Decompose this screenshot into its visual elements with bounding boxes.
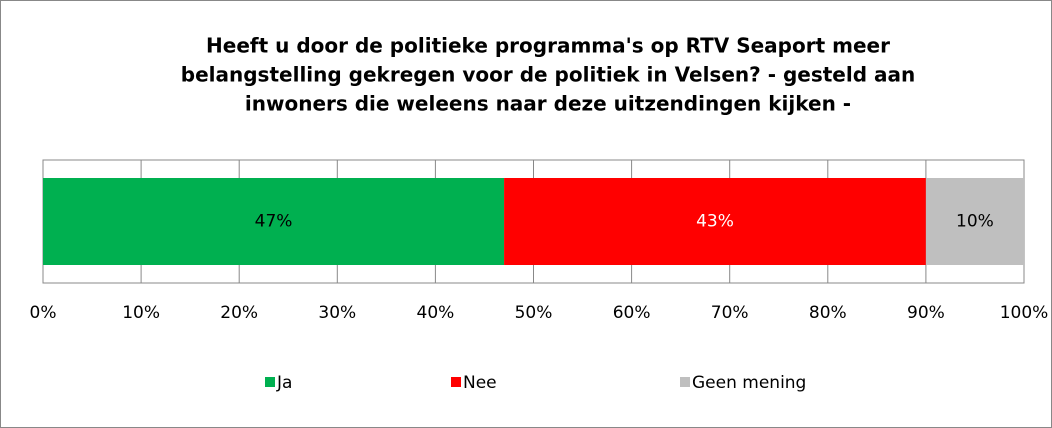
chart-title: belangstelling gekregen voor de politiek… <box>181 63 915 87</box>
x-tick-label: 20% <box>220 303 258 323</box>
legend-swatch <box>265 377 275 387</box>
x-tick-label: 50% <box>515 303 553 323</box>
x-tick-label: 70% <box>711 303 749 323</box>
chart-title: inwoners die weleens naar deze uitzendin… <box>245 92 851 116</box>
legend-label: Nee <box>463 373 497 393</box>
x-tick-label: 80% <box>809 303 847 323</box>
legend-label: Ja <box>276 373 292 393</box>
data-label: 43% <box>696 212 734 232</box>
x-tick-label: 30% <box>318 303 356 323</box>
legend-swatch <box>451 377 461 387</box>
bar-segment <box>504 178 926 265</box>
x-tick-label: 90% <box>907 303 945 323</box>
x-tick-label: 60% <box>613 303 651 323</box>
bar-segment <box>43 178 505 265</box>
x-tick-label: 100% <box>1000 303 1049 323</box>
x-tick-label: 0% <box>30 303 57 323</box>
x-tick-label: 40% <box>417 303 455 323</box>
data-label: 10% <box>956 212 994 232</box>
legend-label: Geen mening <box>692 373 806 393</box>
bar-segment <box>925 178 1024 265</box>
x-tick-label: 10% <box>122 303 160 323</box>
data-label: 47% <box>255 212 293 232</box>
chart-title: Heeft u door de politieke programma's op… <box>206 34 890 58</box>
legend-swatch <box>680 377 690 387</box>
